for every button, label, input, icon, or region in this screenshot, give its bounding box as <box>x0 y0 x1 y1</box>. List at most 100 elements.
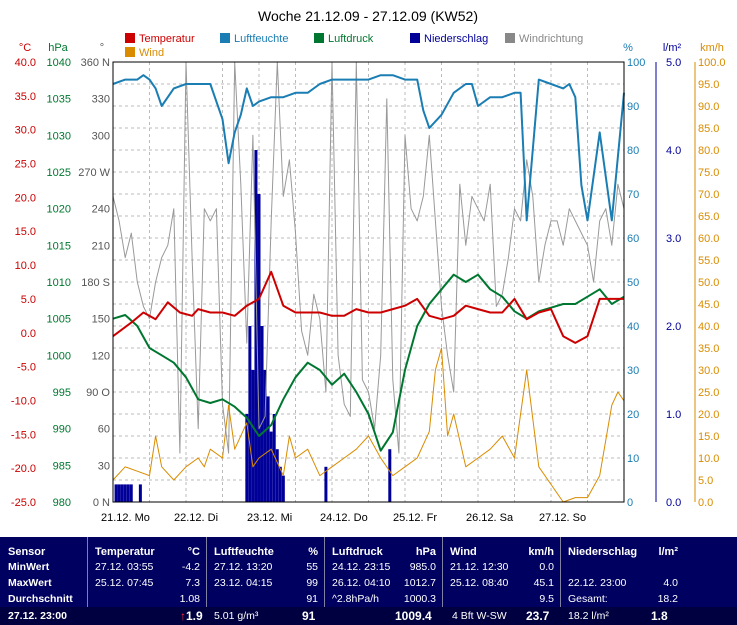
axis-unit-1: hPa <box>48 42 68 54</box>
legend-label-3: Niederschlag <box>424 33 488 45</box>
axis-unit-5: km/h <box>700 42 724 54</box>
rain-bar <box>324 466 328 502</box>
press-min-val: 985.0 <box>409 561 436 573</box>
dir-tick-label: 240 <box>92 204 110 216</box>
press-tick-label: 980 <box>53 497 71 509</box>
temp-tick-label: -10.0 <box>11 395 36 407</box>
temp-tick-label: -25.0 <box>11 497 36 509</box>
press-tick-label: 1040 <box>47 57 71 69</box>
x-tick-label: 22.12. Di <box>174 512 218 524</box>
wind-tick-label: 60.0 <box>698 233 719 245</box>
temp-max-time: 25.12. 07:45 <box>95 577 154 589</box>
hum-tick-label: 10 <box>627 453 639 465</box>
x-tick-label: 21.12. Mo <box>101 512 150 524</box>
header-wind-unit: km/h <box>528 546 554 558</box>
axis-unit-4: l/m² <box>663 42 682 54</box>
dir-tick-label: 90 O <box>86 387 110 399</box>
rain-total-label: Gesamt: <box>568 593 608 605</box>
temp-tick-label: -5.0 <box>17 362 36 374</box>
rain-bar <box>254 150 258 502</box>
header-sensor: Sensor <box>8 546 46 558</box>
temp-min-time: 27.12. 03:55 <box>95 561 154 573</box>
wind-tick-label: 45.0 <box>698 299 719 311</box>
wind-tick-label: 85.0 <box>698 123 719 135</box>
rain-tick-label: 1.0 <box>666 409 681 421</box>
rain-now: 1.8 <box>651 609 668 623</box>
wind-avg: 9.5 <box>539 593 554 605</box>
legend-swatch-3 <box>410 33 420 43</box>
wind-tick-label: 65.0 <box>698 211 719 223</box>
press-max-val: 1012.7 <box>403 577 436 589</box>
header-hum: Luftfeuchte <box>214 546 274 558</box>
rain-max-val: 4.0 <box>663 577 678 589</box>
hum-tick-label: 30 <box>627 365 639 377</box>
rain-bar <box>251 370 255 502</box>
series-line-wind <box>112 347 625 503</box>
weather-chart: Woche 21.12.09 - 27.12.09 (KW52) Tempera… <box>11 8 726 524</box>
legend-label-4: Windrichtung <box>519 33 583 45</box>
series-lines <box>112 61 625 503</box>
header-hum-unit: % <box>308 546 318 558</box>
wind-tick-label: 15.0 <box>698 431 719 443</box>
hum-tick-label: 80 <box>627 145 639 157</box>
wind-tick-label: 100.0 <box>698 57 726 69</box>
dir-tick-label: 330 <box>92 94 110 106</box>
hum-tick-label: 50 <box>627 277 639 289</box>
hum-now-extra: 5.01 g/m³ <box>214 610 259 622</box>
rain-bar <box>263 370 267 502</box>
hum-tick-label: 20 <box>627 409 639 421</box>
legend-label-0: Temperatur <box>139 33 195 45</box>
legend-swatch-0 <box>125 33 135 43</box>
rain-bar <box>272 414 276 502</box>
wind-min-val: 0.0 <box>539 561 554 573</box>
wind-tick-label: 75.0 <box>698 167 719 179</box>
current-row: 27.12. 23:00 ↑1.9 5.01 g/m³ 91 1009.4 4 … <box>0 607 737 625</box>
rain-bar <box>117 484 121 502</box>
legend-swatch-1 <box>220 33 230 43</box>
hum-min-time: 27.12. 13:20 <box>214 561 273 573</box>
temp-tick-label: 20.0 <box>15 192 36 204</box>
temp-tick-label: 0.0 <box>21 328 36 340</box>
chart-title: Woche 21.12.09 - 27.12.09 (KW52) <box>258 8 478 24</box>
temp-max-val: 7.3 <box>185 577 200 589</box>
rain-bars <box>114 150 392 502</box>
header-temp-unit: °C <box>187 546 200 558</box>
summary-col-press: Luftdruck hPa 24.12. 23:15 985.0 26.12. … <box>324 537 442 625</box>
temp-tick-label: 40.0 <box>15 57 36 69</box>
dir-tick-label: 360 N <box>81 57 110 69</box>
rain-bar <box>114 484 118 502</box>
trend-up-icon: ↑ <box>180 609 186 623</box>
wind-tick-label: 55.0 <box>698 255 719 267</box>
legend-swatch-5 <box>125 47 135 57</box>
legend-label-2: Luftdruck <box>328 33 374 45</box>
dir-tick-label: 60 <box>98 424 110 436</box>
wind-tick-label: 40.0 <box>698 321 719 333</box>
rain-tick-label: 0.0 <box>666 497 681 509</box>
hum-tick-label: 70 <box>627 189 639 201</box>
press-tick-label: 1025 <box>47 167 71 179</box>
temp-tick-label: 10.0 <box>15 260 36 272</box>
summary-panel: Sensor MinWert MaxWert Durchschnitt Temp… <box>0 537 737 625</box>
rain-bar <box>388 449 392 502</box>
rain-bar <box>281 475 285 502</box>
axis-ticks: 40.0 35.0 30.0 25.0 20.0 15.0 10.0 5.0 0.0 -5.0 -1… <box>11 57 726 509</box>
wind-tick-label: 5.0 <box>698 475 713 487</box>
dir-tick-label: 30 <box>98 460 110 472</box>
dir-tick-label: 300 <box>92 130 110 142</box>
summary-col-wind: Wind km/h 21.12. 12:30 0.0 25.12. 08:40 … <box>442 537 560 625</box>
wind-min-time: 21.12. 12:30 <box>450 561 509 573</box>
press-now: 1009.4 <box>395 609 432 623</box>
hum-avg: 91 <box>306 593 318 605</box>
temp-tick-label: 5.0 <box>21 294 36 306</box>
header-rain-unit: l/m² <box>658 546 678 558</box>
press-tick-label: 995 <box>53 387 71 399</box>
header-rain: Niederschlag <box>568 546 638 558</box>
series-line-temperature <box>112 270 624 344</box>
wind-tick-label: 90.0 <box>698 101 719 113</box>
rain-tick-label: 2.0 <box>666 321 681 333</box>
wind-tick-label: 80.0 <box>698 145 719 157</box>
header-press: Luftdruck <box>332 546 383 558</box>
rain-tick-label: 5.0 <box>666 57 681 69</box>
temp-min-val: -4.2 <box>181 561 200 573</box>
x-tick-label: 26.12. Sa <box>466 512 514 524</box>
